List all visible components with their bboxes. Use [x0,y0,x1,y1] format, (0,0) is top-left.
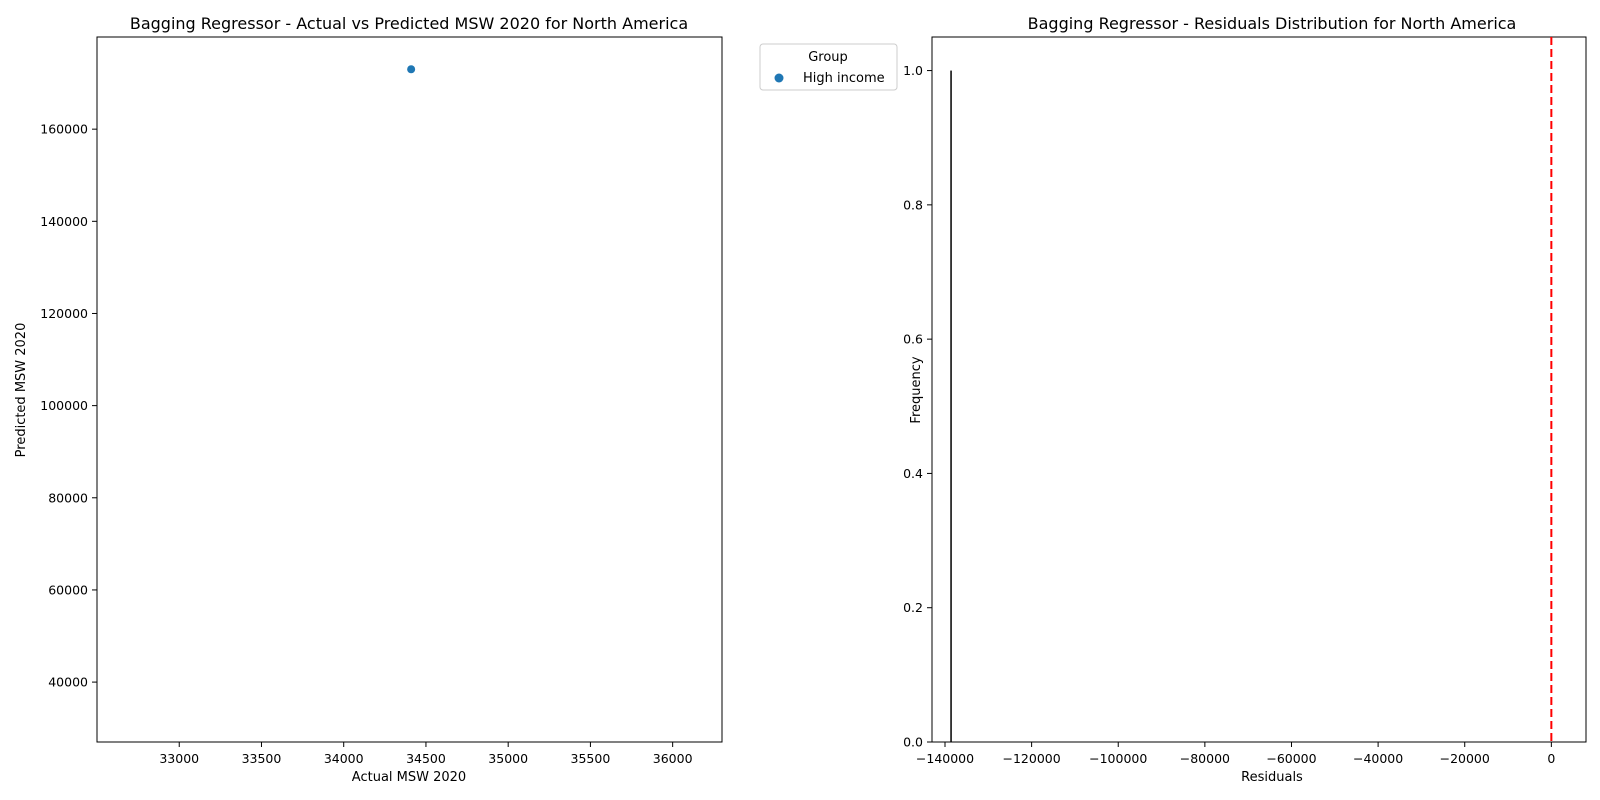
legend-entry-high-income: High income [803,71,885,86]
scatter-y-tick-label: 80000 [48,490,88,505]
scatter-x-label: Actual MSW 2020 [352,770,466,785]
histogram-x-tick-label: 0 [1547,751,1555,766]
histogram-y-tick-label: 0.8 [903,197,923,212]
legend: Group High income [759,43,898,91]
scatter-x-tick-label: 35000 [488,751,528,766]
histogram-bar [950,70,952,743]
histogram-x-label: Residuals [1241,770,1303,785]
histogram-x-tick-label: −20000 [1440,751,1490,766]
scatter-x-ticks: 33000 33500 34000 34500 35000 35500 36000 [159,742,693,766]
scatter-x-tick-label: 36000 [653,751,693,766]
histogram-x-tick-label: −120000 [1003,751,1061,766]
histogram-y-tick-label: 1.0 [903,63,923,78]
histogram-bars [950,70,952,743]
histogram-y-label: Frequency [909,356,924,423]
histogram-x-tick-label: −80000 [1180,751,1230,766]
histogram-x-tick-label: −60000 [1266,751,1316,766]
scatter-y-tick-label: 120000 [40,306,88,321]
legend-marker-high-income [774,73,784,83]
scatter-x-tick-label: 34000 [324,751,364,766]
scatter-axes-frame [96,36,723,743]
scatter-y-tick-label: 40000 [48,675,88,690]
histogram-x-ticks: −140000 −120000 −100000 −80000 −60000 −40000 −… [916,742,1555,766]
scatter-y-tick-label: 140000 [40,214,88,229]
scatter-panel: Bagging Regressor - Actual vs Predicted … [14,14,898,785]
histogram-y-ticks: 0.0 0.2 0.4 0.6 0.8 1.0 [903,63,932,750]
scatter-x-tick-label: 35500 [571,751,611,766]
scatter-x-tick-label: 33500 [242,751,282,766]
histogram-panel: Bagging Regressor - Residuals Distributi… [903,14,1587,785]
scatter-y-tick-label: 160000 [40,122,88,137]
legend-box [759,43,898,91]
scatter-y-ticks: 40000 60000 80000 100000 120000 140000 160000 [40,122,97,690]
scatter-x-tick-label: 33000 [159,751,199,766]
scatter-y-tick-label: 60000 [48,582,88,597]
histogram-y-tick-label: 0.0 [903,735,923,750]
histogram-axes-frame [931,36,1587,743]
scatter-y-label: Predicted MSW 2020 [14,323,29,458]
scatter-points [407,65,416,74]
scatter-y-tick-label: 100000 [40,398,88,413]
histogram-x-tick-label: −100000 [1089,751,1147,766]
scatter-title: Bagging Regressor - Actual vs Predicted … [130,14,688,33]
histogram-y-tick-label: 0.6 [903,332,923,347]
legend-title: Group [808,50,848,65]
histogram-y-tick-label: 0.2 [903,600,923,615]
scatter-point [407,65,416,74]
scatter-x-tick-label: 34500 [406,751,446,766]
histogram-x-tick-label: −140000 [916,751,974,766]
histogram-y-tick-label: 0.4 [903,466,923,481]
histogram-x-tick-label: −40000 [1353,751,1403,766]
histogram-title: Bagging Regressor - Residuals Distributi… [1028,14,1517,33]
